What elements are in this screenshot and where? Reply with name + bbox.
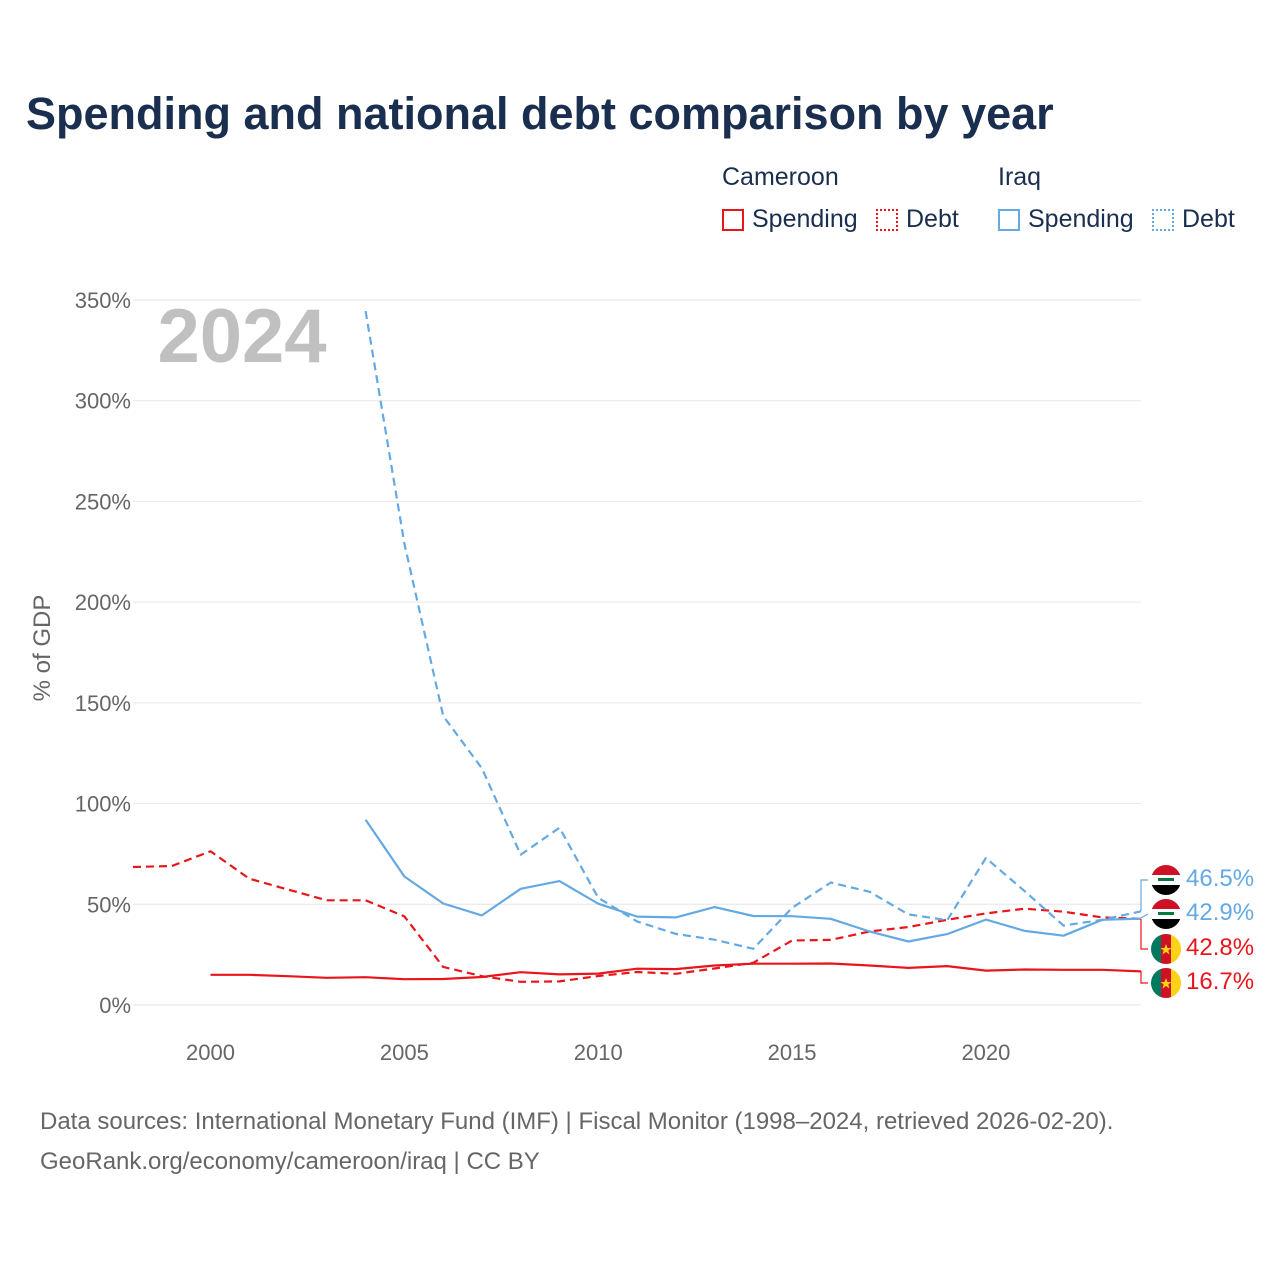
- legend-item-cameroon-debt[interactable]: Debt: [876, 205, 959, 234]
- y-tick-label: 0%: [99, 993, 131, 1018]
- y-tick-label: 250%: [75, 489, 131, 514]
- legend-item-label: Spending: [1028, 205, 1134, 233]
- y-tick-label: 50%: [87, 892, 131, 917]
- source-line-1: Data sources: International Monetary Fun…: [40, 1108, 1114, 1135]
- y-axis-label: % of GDP: [29, 595, 56, 702]
- iraq-flag-icon: [1151, 865, 1181, 895]
- legend-group-iraq-label: Iraq: [998, 163, 1042, 191]
- series-line-cameroon-debt: [132, 850, 1142, 983]
- connector-iraq-debt: [1140, 879, 1148, 911]
- legend-item-label: Debt: [906, 205, 959, 233]
- cameroon-flag-icon: [1151, 934, 1181, 964]
- end-label-cameroon-spending: 16.7%: [1186, 968, 1254, 995]
- y-tick-label: 100%: [75, 792, 131, 817]
- chart-title: Spending and national debt comparison by…: [26, 88, 1054, 139]
- end-label-cameroon-debt: 42.8%: [1186, 934, 1254, 961]
- legend-item-iraq-spending[interactable]: Spending: [998, 205, 1134, 234]
- series-line-iraq-spending: [364, 819, 1142, 943]
- legend-item-label: Debt: [1182, 205, 1235, 233]
- end-label-iraq-debt: 46.5%: [1186, 865, 1254, 892]
- dotted-swatch-icon: [1152, 208, 1174, 231]
- y-tick-label: 150%: [75, 691, 131, 716]
- legend-item-cameroon-spending[interactable]: Spending: [722, 205, 858, 234]
- end-label-connectors: [1140, 879, 1149, 984]
- legend-item-label: Spending: [752, 205, 858, 233]
- y-tick-label: 350%: [75, 288, 131, 313]
- connector-cameroon-spending: [1140, 971, 1148, 984]
- connector-iraq-spending: [1140, 913, 1149, 919]
- x-tick-label: 2010: [574, 1040, 623, 1065]
- series-line-iraq-debt: [364, 310, 1142, 950]
- connector-cameroon-debt: [1140, 919, 1148, 950]
- x-tick-label: 2015: [768, 1040, 817, 1065]
- dotted-swatch-icon: [876, 208, 898, 231]
- legend-group-cameroon-label: Cameroon: [722, 163, 839, 191]
- legend-item-iraq-debt[interactable]: Debt: [1152, 205, 1235, 234]
- y-tick-label: 300%: [75, 389, 131, 414]
- year-watermark: 2024: [157, 294, 326, 379]
- solid-swatch-icon: [722, 208, 744, 231]
- end-label-iraq-spending: 42.9%: [1186, 899, 1254, 926]
- source-line-2: GeoRank.org/economy/cameroon/iraq | CC B…: [40, 1148, 540, 1175]
- x-tick-label: 2005: [380, 1040, 429, 1065]
- solid-swatch-icon: [998, 208, 1020, 231]
- series-line-cameroon-spending: [210, 962, 1142, 981]
- x-tick-label: 2020: [961, 1040, 1010, 1065]
- cameroon-flag-icon: [1151, 968, 1181, 998]
- y-tick-label: 200%: [75, 590, 131, 615]
- x-tick-label: 2000: [186, 1040, 235, 1065]
- iraq-flag-icon: [1151, 899, 1181, 929]
